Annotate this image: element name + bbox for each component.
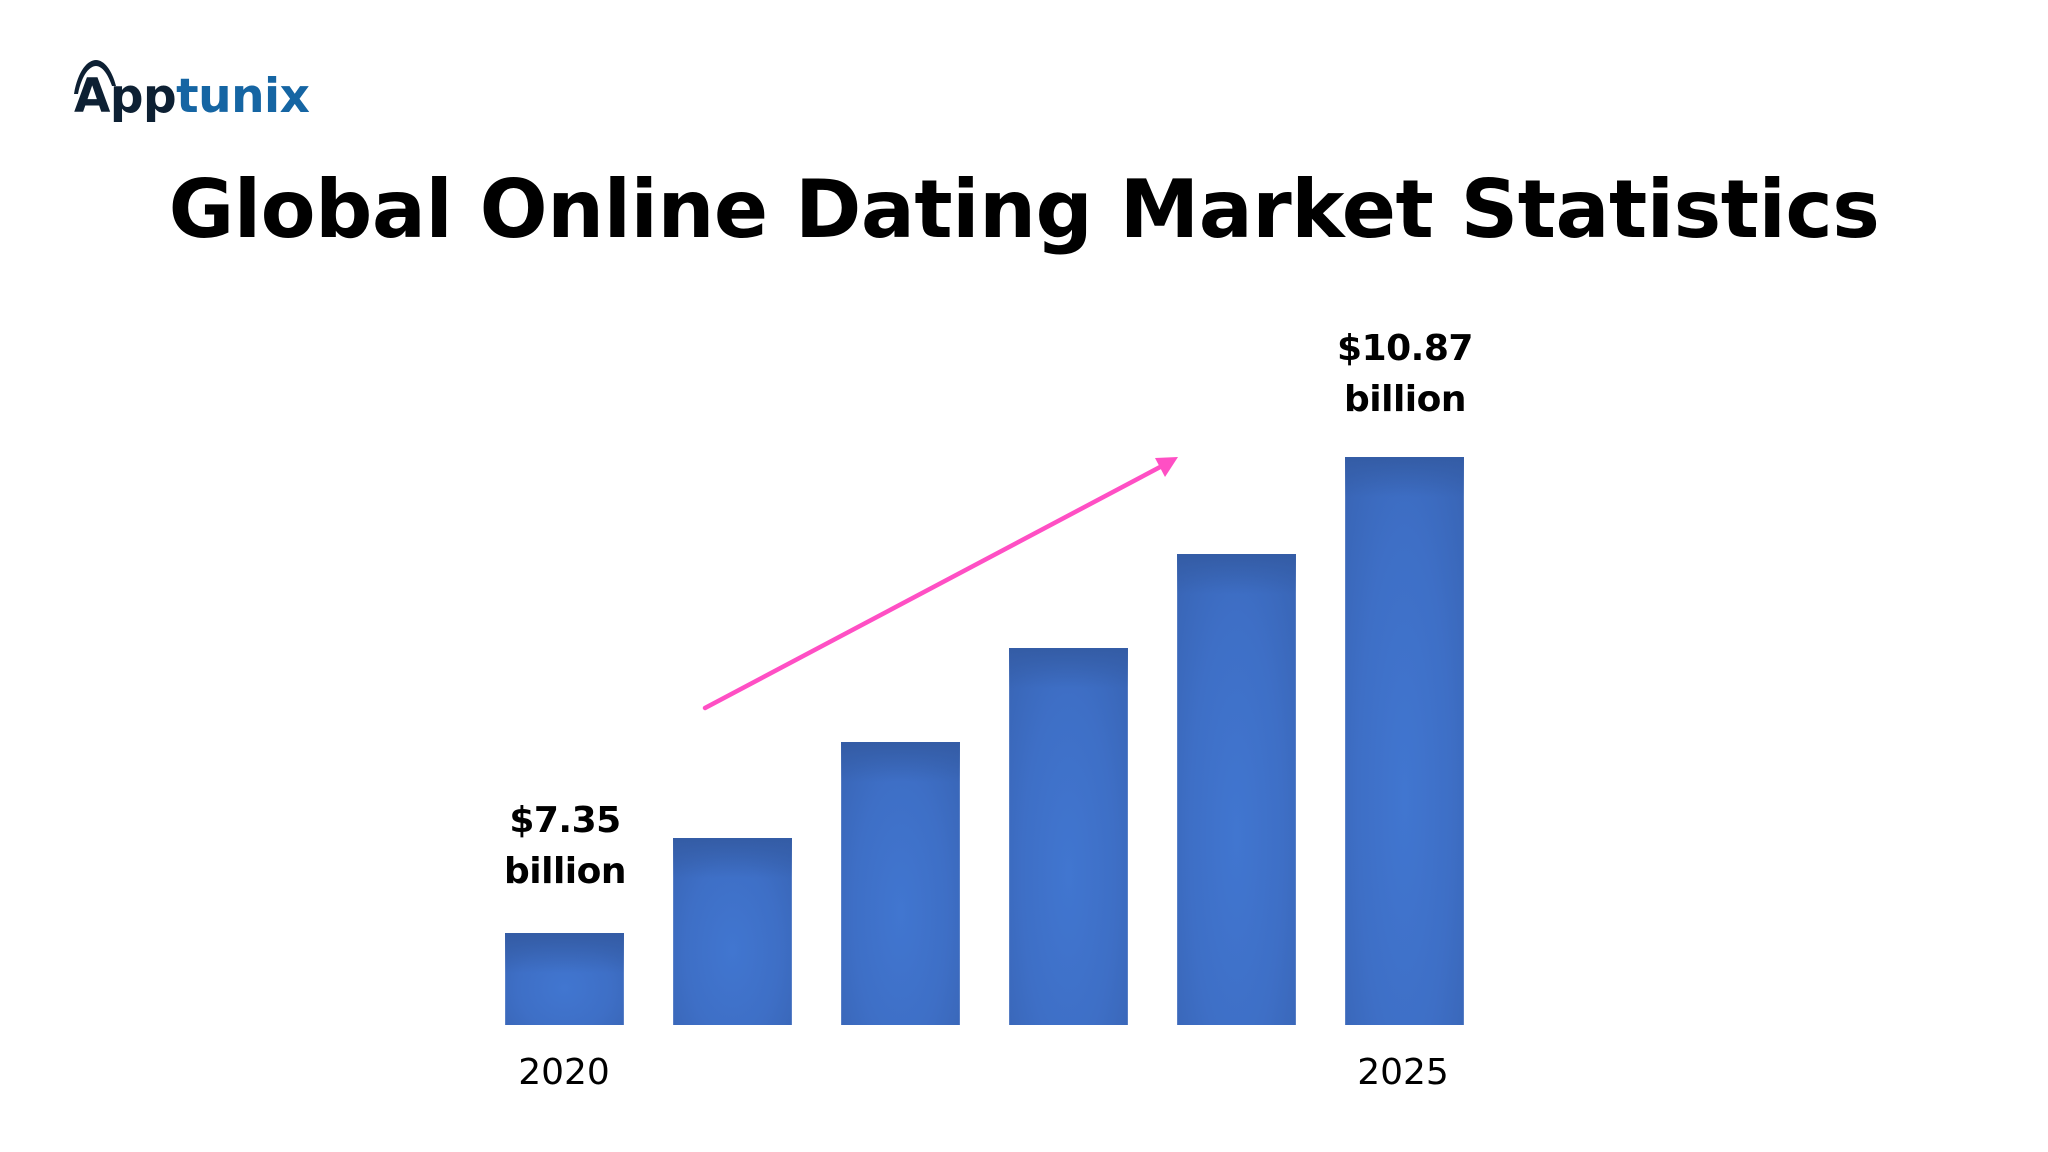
value-label-2025-unit: billion [1344,379,1467,420]
bar-2020 [505,933,624,1025]
value-label-2025: $10.87 billion [1305,323,1505,425]
logo-text-app: App [74,69,177,124]
value-label-2020: $7.35 billion [465,795,665,897]
logo-text-tunix: tunix [176,69,310,124]
bar-2025 [1345,457,1464,1025]
value-label-2025-amount: $10.87 [1337,328,1473,369]
x-tick-2020: 2020 [518,1052,610,1093]
bar-2024 [1177,554,1296,1025]
logo-text: Apptunix [74,67,310,127]
logo-arc-icon [74,60,116,94]
page-title: Global Online Dating Market Statistics [168,163,1880,256]
bar-2021 [673,838,792,1025]
bar-2023 [1009,648,1128,1025]
value-label-2020-unit: billion [504,851,627,892]
value-label-2020-amount: $7.35 [509,800,621,841]
x-tick-2025: 2025 [1357,1052,1449,1093]
apptunix-logo: Apptunix [72,56,310,126]
bar-2022 [841,742,960,1025]
